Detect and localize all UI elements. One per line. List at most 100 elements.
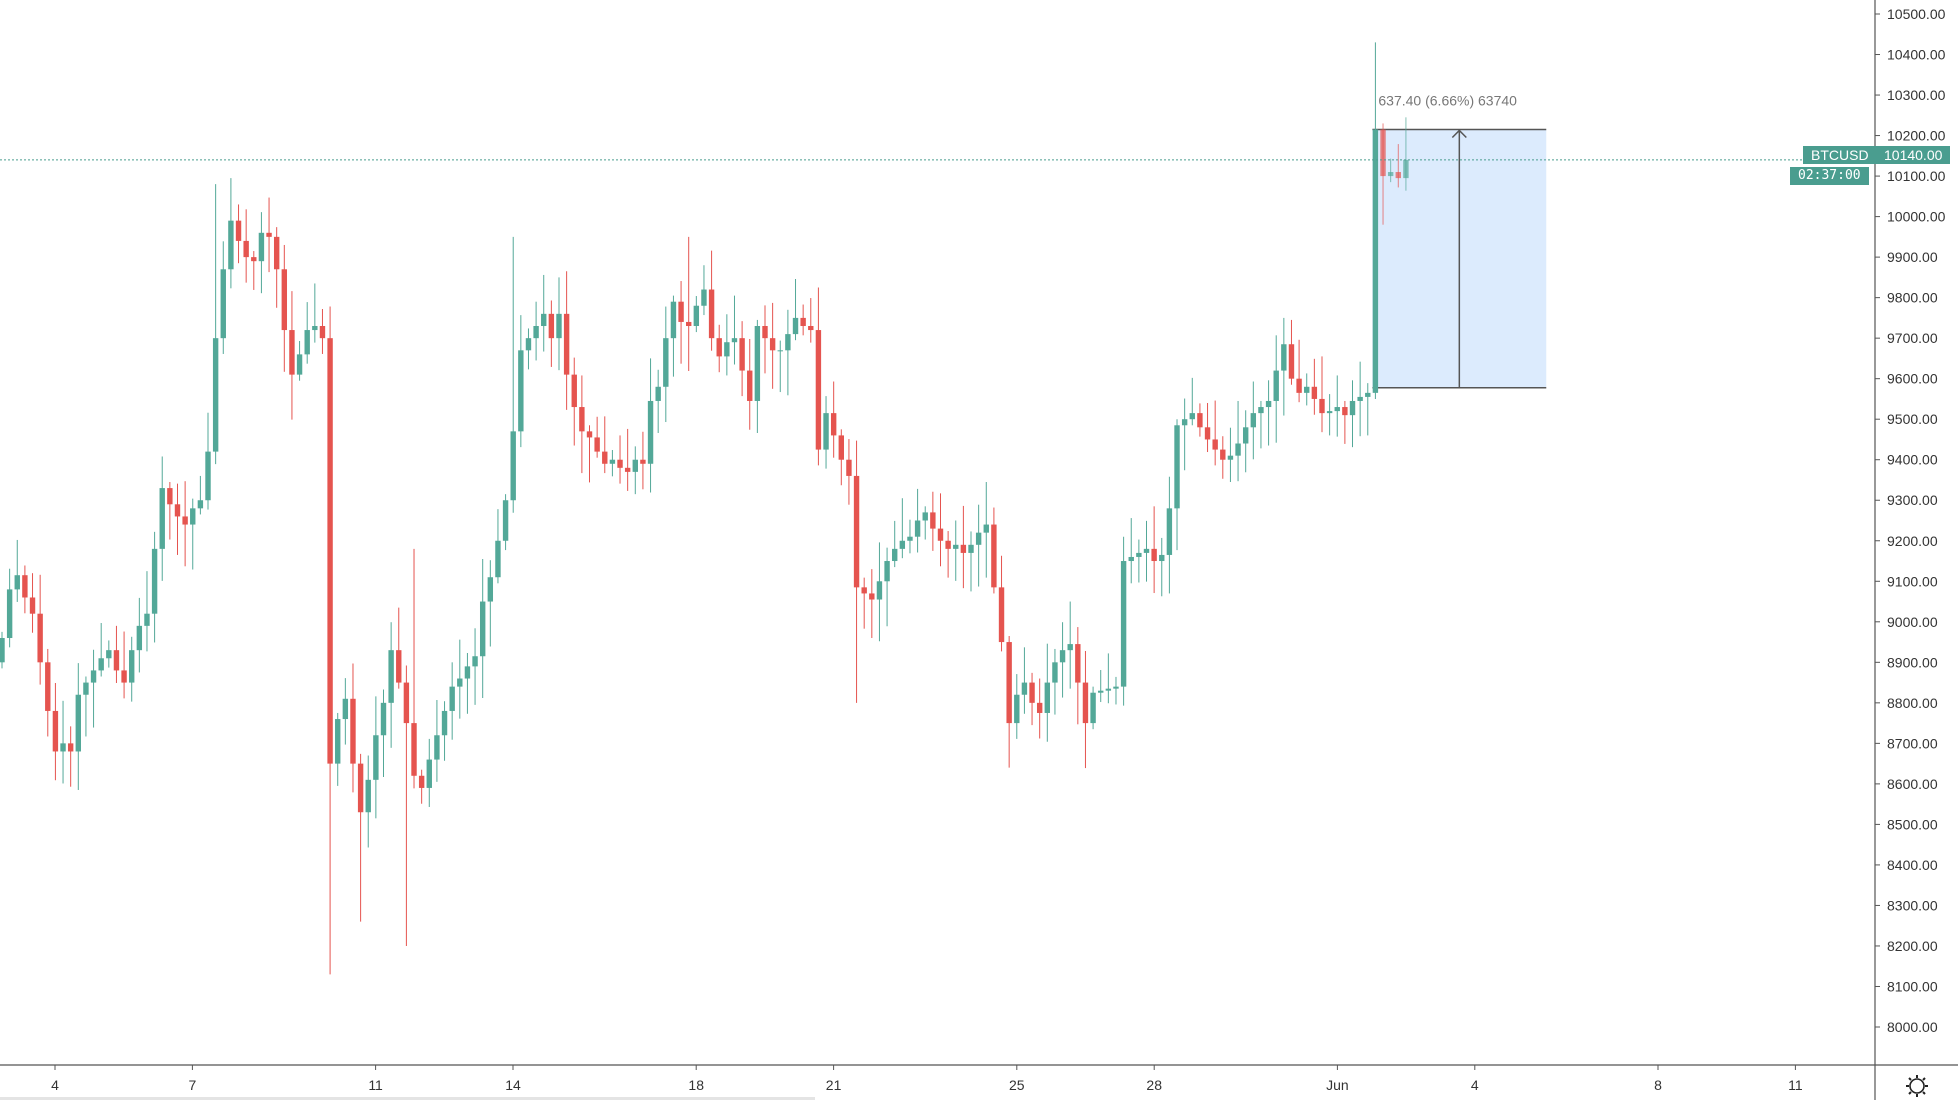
candle-up (1098, 690, 1104, 693)
candle-down (67, 743, 74, 752)
candle-up (373, 735, 379, 780)
candle-down (602, 451, 608, 464)
candle-up (693, 305, 700, 327)
candle-down (350, 698, 356, 764)
candle-up (647, 400, 654, 464)
candle-up (220, 269, 226, 339)
price-tick-label: 9500.00 (1887, 411, 1938, 427)
price-tick-label: 10400.00 (1887, 47, 1946, 63)
candle-down (1082, 682, 1089, 724)
price-tick-label: 8300.00 (1887, 897, 1938, 913)
candle-up (510, 431, 516, 501)
candle-up (205, 451, 211, 501)
candle-down (769, 338, 776, 351)
candle-down (1319, 398, 1325, 414)
candle-up (6, 589, 13, 639)
price-axis (1875, 0, 1958, 1100)
candle-down (571, 374, 577, 408)
candle-up (1014, 694, 1020, 724)
candle-down (235, 220, 242, 241)
candle-up (129, 650, 135, 683)
price-tick-label: 8500.00 (1887, 816, 1938, 832)
time-tick-label: 18 (688, 1077, 704, 1093)
candle-up (1136, 552, 1142, 557)
price-tick-label: 10500.00 (1887, 6, 1946, 22)
candle-down (686, 321, 692, 327)
candle-down (1296, 378, 1302, 393)
candle-down (930, 512, 936, 529)
candle-up (892, 548, 898, 562)
candle-up (197, 500, 204, 509)
candle-up (914, 520, 921, 537)
candle-down (289, 330, 295, 375)
candle-up (1143, 548, 1150, 553)
time-tick-label: 11 (1788, 1077, 1803, 1093)
time-tick-label: 28 (1146, 1077, 1162, 1093)
candle-up (1242, 427, 1249, 444)
time-tick-label: 4 (51, 1077, 59, 1093)
candle-up (1235, 443, 1241, 456)
candle-down (747, 370, 753, 401)
candle-up (907, 536, 913, 541)
price-tick-label: 8600.00 (1887, 776, 1938, 792)
candle-up (1113, 686, 1119, 689)
candle-down (1380, 129, 1386, 177)
candle-down (624, 467, 631, 472)
candle-down (594, 437, 600, 452)
time-tick-label: 4 (1471, 1077, 1479, 1093)
candle-up (556, 313, 562, 339)
candle-up (304, 330, 310, 355)
gear-icon[interactable] (1903, 1072, 1931, 1100)
candle-up (1250, 413, 1257, 428)
candle-up (495, 540, 501, 578)
time-tick-label: Jun (1326, 1077, 1349, 1093)
time-tick-label: 8 (1654, 1077, 1662, 1093)
candle-up (312, 326, 318, 331)
candle-down (838, 435, 844, 460)
candle-down (815, 330, 822, 450)
candle-down (739, 338, 745, 371)
candle-up (457, 678, 463, 687)
candle-up (60, 743, 66, 752)
candle-down (357, 763, 364, 813)
candle-up (14, 575, 20, 590)
candle-up (106, 650, 112, 659)
candle-up (1273, 370, 1279, 401)
price-tick-label: 10200.00 (1887, 128, 1946, 144)
candle-down (182, 516, 188, 525)
candle-down (808, 326, 814, 331)
candle-down (800, 317, 806, 327)
candle-up (472, 656, 478, 667)
candle-down (1395, 172, 1401, 179)
candle-up (380, 702, 387, 736)
price-tick-label: 8000.00 (1887, 1019, 1938, 1035)
candle-up (876, 581, 883, 600)
measure-arrow-head (1451, 129, 1467, 139)
candle-up (777, 350, 783, 352)
candle-down (403, 682, 410, 724)
candle-down (716, 338, 722, 357)
price-tick-label: 8700.00 (1887, 735, 1938, 751)
candle-up (1090, 692, 1096, 724)
price-tick-label: 9800.00 (1887, 290, 1938, 306)
price-tick-label: 9300.00 (1887, 492, 1938, 508)
candle-up (1181, 419, 1188, 426)
candle-up (1372, 129, 1379, 393)
price-tick-label: 9600.00 (1887, 371, 1938, 387)
candle-up (151, 548, 158, 614)
candle-down (273, 236, 280, 270)
candle-up (922, 512, 928, 521)
candle-down (1342, 407, 1348, 416)
candle-up (1265, 400, 1272, 408)
candle-up (1387, 172, 1394, 177)
candle-up (518, 350, 524, 432)
time-tick-label: 11 (368, 1077, 383, 1093)
candle-up (434, 735, 440, 760)
candle-up (884, 561, 890, 582)
candle-down (29, 597, 36, 614)
candle-up (1258, 407, 1264, 414)
countdown-label: 02:37:00 (1790, 167, 1869, 185)
candle-down (45, 662, 51, 711)
candle-down (1006, 642, 1012, 724)
